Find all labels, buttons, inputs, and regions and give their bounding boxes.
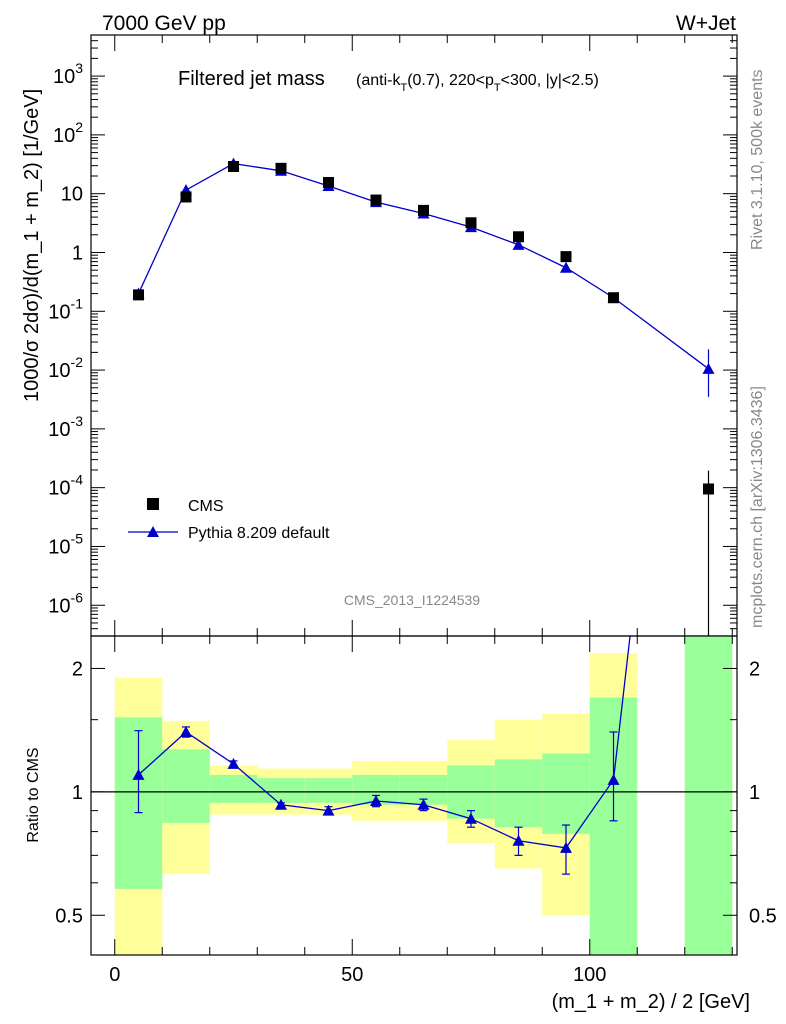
pythia-point [702,362,715,374]
ratio-inner-band [162,749,210,823]
cms-point [370,194,382,206]
main-panel: 10-6 10-5 10-4 10-3 10-2 10-1 1 10 102 103 Filter… [48,34,738,637]
legend-cms-label: CMS [188,498,224,515]
cms-point [180,191,192,203]
pythia-point [512,238,525,250]
ratio-pythia-point [322,804,335,816]
ratio-axes: 0 50 100 0.5 0.5 1 1 2 2 [55,635,777,986]
ratio-inner-band [684,636,733,955]
plot-subtitle: (anti-kT(0.7), 220<pT<300, |y|<2.5) [356,72,599,94]
ratio-uncertainty-bands [114,636,733,955]
ratio-pythia-point [512,834,525,846]
main-y-tick-label: 10-2 [48,354,83,382]
ratio-inner-band [542,753,590,834]
ratio-pythia-point [560,841,572,853]
ratio-y-tick-label-left: 2 [72,658,83,680]
cms-point [703,483,714,495]
legend-pythia-marker [147,526,159,537]
ratio-pythia-point [370,794,382,806]
main-frame [90,34,738,637]
x-axis-label: (m_1 + m_2) / 2 [GeV] [552,991,750,1013]
plot-title: Filtered jet mass [178,68,325,90]
cms-point [133,289,144,301]
main-axes: 10-6 10-5 10-4 10-3 10-2 10-1 1 10 102 103 [48,34,738,637]
ratio-x-tick-label: 50 [341,964,363,986]
ratio-inner-band [494,759,543,828]
ratio-pythia-point [275,798,287,810]
ratio-plot-marks [91,636,737,875]
ratio-panel: 0 50 100 0.5 0.5 1 1 2 2 [55,635,777,986]
legend-pythia-label: Pythia 8.209 default [188,525,330,542]
ratio-pythia-group [132,636,631,875]
ratio-x-tick-label: 0 [109,964,120,986]
cms-point [465,217,477,229]
ratio-pythia-point [607,773,620,785]
main-y-tick-label: 10-4 [48,472,83,500]
header-process-label: W+Jet [676,12,736,35]
ratio-y-tick-label-right: 0.5 [749,905,777,927]
legend: CMS Pythia 8.209 default [128,498,330,542]
analysis-id-label: CMS_2013_I1224539 [344,592,480,608]
main-y-axis-label: 1000/σ 2dσ)/d(m_1 + m_2) [1/GeV] [21,89,43,402]
legend-cms-marker [147,498,159,510]
main-plot-marks [132,157,715,636]
ratio-pythia-point [417,798,430,810]
ratio-pythia-point [180,725,192,737]
rivet-version-label: Rivet 3.1.10, 500k events [749,69,766,250]
pythia-point [560,261,572,273]
pythia-line [137,162,709,370]
main-y-tick-label: 10-6 [48,589,83,617]
cms-point [513,231,524,243]
ratio-pythia-point [227,757,240,769]
main-y-tick-label: 10 [61,184,83,206]
main-y-tick-label: 10-3 [48,413,83,441]
ratio-inner-band [209,774,258,803]
ratio-x-tick-label: 100 [573,964,606,986]
ratio-y-tick-label-right: 2 [749,658,760,680]
ratio-pythia-line [138,636,631,849]
cms-point [418,204,429,216]
header-energy-label: 7000 GeV pp [102,12,226,35]
ratio-y-axis-label: Ratio to CMS [25,747,42,842]
main-y-tick-label: 10-5 [48,530,83,558]
ratio-pythia-point [465,812,477,824]
cms-point [323,176,334,188]
ratio-y-tick-label-right: 1 [749,782,760,804]
main-y-tick-label: 102 [53,119,83,147]
main-y-tick-label: 103 [53,60,83,88]
ratio-pythia-point [132,768,145,780]
main-y-tick-label: 10-1 [48,295,83,323]
ratio-inner-band [304,778,353,803]
mcplots-reference-label: mcplots.cern.ch [arXiv:1306.3436] [749,386,766,628]
cms-point [228,161,239,173]
ratio-y-tick-label-left: 1 [72,782,83,804]
ratio-y-tick-label-left: 0.5 [55,905,83,927]
cms-point [608,292,619,304]
ratio-frame [90,635,738,956]
main-y-tick-label: 1 [72,242,83,264]
cms-point [560,251,572,263]
cms-point [275,162,287,174]
